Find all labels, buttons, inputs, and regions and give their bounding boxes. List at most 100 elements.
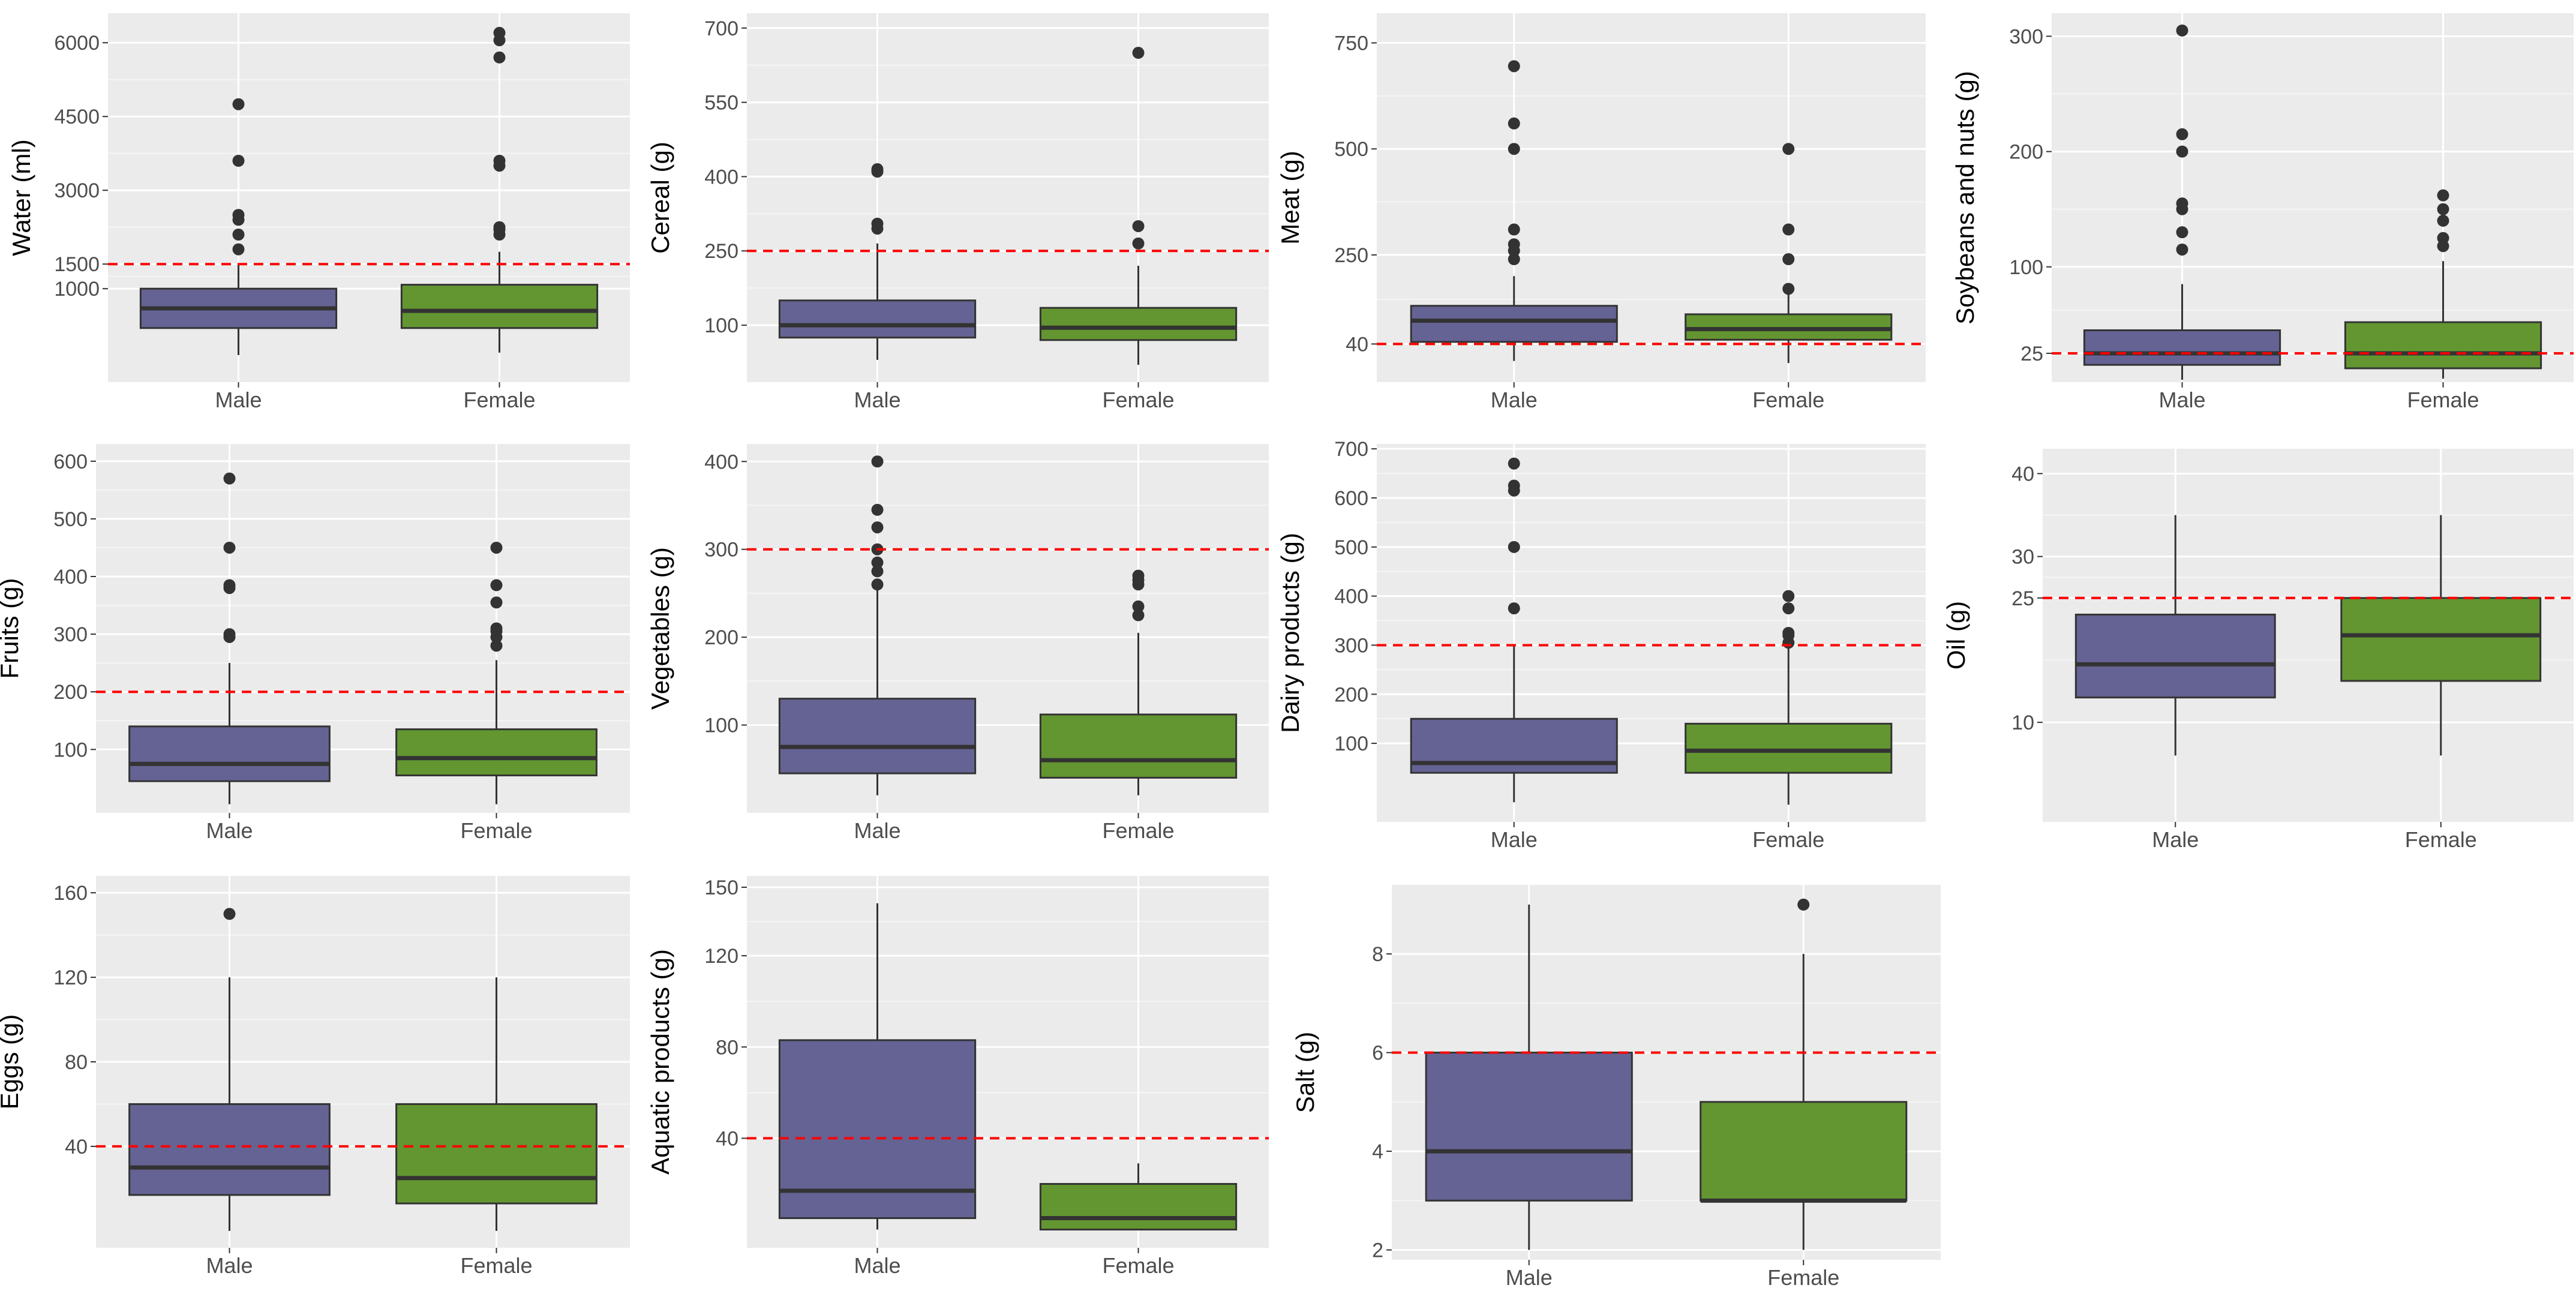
outlier-point (1797, 898, 1810, 911)
y-tick-label: 1000 (54, 278, 100, 301)
outlier-point (223, 628, 236, 641)
iqr-box (128, 1103, 331, 1196)
outlier-point (871, 217, 884, 230)
y-axis-label: Fruits (g) (0, 578, 23, 679)
panel-3: 40 250 500 750 Male Female Meat (g) (1276, 13, 1926, 412)
outlier-point (1508, 143, 1520, 155)
y-axis-label: Soybeans and nuts (g) (1951, 71, 1979, 325)
x-tick-label: Female (463, 388, 535, 412)
y-tick-label: 700 (704, 17, 738, 40)
iqr-box (778, 299, 977, 339)
y-tick-label: 300 (1334, 634, 1368, 657)
outlier-point (2437, 232, 2449, 244)
y-tick-label: 100 (704, 314, 738, 337)
y-tick-label: 6000 (54, 32, 100, 55)
outlier-point (1508, 602, 1520, 615)
outlier-point (871, 556, 884, 569)
y-tick-label: 25 (2020, 343, 2043, 365)
outlier-point (223, 908, 236, 920)
outlier-point (232, 229, 245, 241)
y-tick-label: 1500 (54, 253, 100, 276)
outlier-point (2176, 145, 2188, 158)
y-tick-label: 700 (1334, 438, 1368, 461)
y-tick-label: 120 (53, 966, 88, 989)
x-tick-label: Male (1491, 827, 1538, 852)
x-tick-label: Female (1102, 388, 1174, 412)
y-axis-label: Water (ml) (7, 139, 35, 256)
outlier-point (223, 541, 236, 554)
box-male (778, 163, 977, 360)
outlier-point (223, 579, 236, 592)
outlier-point (871, 565, 884, 578)
outlier-point (2176, 197, 2188, 210)
iqr-box (1039, 307, 1238, 341)
iqr-box (395, 728, 598, 777)
y-tick-label: 100 (53, 738, 88, 761)
y-tick-label: 80 (716, 1036, 738, 1059)
x-tick-label: Male (2152, 827, 2199, 852)
box-female (395, 977, 598, 1231)
box-male (128, 908, 331, 1231)
box-female (1685, 590, 1893, 805)
y-tick-label: 40 (2011, 463, 2034, 485)
y-tick-label: 400 (1334, 586, 1368, 608)
outlier-point (2437, 189, 2449, 202)
outlier-point (490, 622, 503, 635)
outlier-point (232, 155, 245, 167)
box-female (1039, 47, 1238, 365)
outlier-point (871, 503, 884, 516)
y-axis-label: Oil (g) (1942, 601, 1970, 669)
y-tick-label: 400 (704, 451, 738, 473)
panel-6: 100 200 300 400 Male Female Vegetables (g) (646, 444, 1269, 843)
box-male (1410, 457, 1618, 803)
x-tick-label: Male (206, 1253, 253, 1278)
box-male (2074, 515, 2276, 756)
outlier-point (871, 455, 884, 468)
iqr-box (395, 1103, 598, 1205)
outlier-point (490, 596, 503, 609)
box-female (395, 541, 598, 804)
box-male (1410, 60, 1618, 361)
outlier-point (232, 243, 245, 256)
outlier-point (1782, 143, 1795, 155)
outlier-point (1132, 600, 1145, 613)
box-male (778, 903, 977, 1230)
iqr-box (1685, 313, 1893, 341)
box-male (139, 98, 338, 355)
y-tick-label: 4500 (54, 106, 100, 128)
y-axis-label: Salt (g) (1291, 1032, 1319, 1113)
box-male (778, 455, 977, 795)
x-tick-label: Female (1752, 827, 1824, 852)
y-tick-label: 500 (1334, 536, 1368, 559)
outlier-point (1508, 238, 1520, 251)
x-tick-label: Female (1102, 818, 1174, 843)
y-tick-label: 200 (2009, 141, 2043, 164)
x-tick-label: Female (1752, 388, 1824, 412)
y-tick-label: 750 (1334, 32, 1368, 55)
y-tick-label: 200 (1334, 683, 1368, 706)
iqr-box (2344, 321, 2542, 370)
outlier-point (1782, 253, 1795, 265)
outlier-point (490, 640, 503, 652)
iqr-box (1039, 713, 1238, 779)
iqr-box (2074, 613, 2276, 699)
iqr-box (400, 284, 599, 329)
box-male (128, 472, 331, 804)
outlier-point (232, 98, 245, 110)
y-axis-label: Cereal (g) (646, 142, 674, 254)
panel-9: 40 80 120 160 Male Female Eggs (g) (0, 876, 630, 1278)
box-female (400, 26, 599, 353)
iqr-box (1425, 1052, 1633, 1202)
outlier-point (1132, 237, 1145, 250)
outlier-point (1508, 223, 1520, 236)
y-tick-label: 300 (704, 539, 738, 562)
outlier-point (493, 221, 506, 233)
y-tick-label: 100 (2009, 256, 2043, 279)
y-axis-label: Meat (g) (1276, 151, 1304, 244)
box-male (1425, 904, 1633, 1250)
y-tick-label: 200 (53, 681, 88, 704)
outlier-point (490, 541, 503, 554)
y-tick-label: 80 (65, 1051, 88, 1074)
iqr-box (778, 1039, 977, 1220)
